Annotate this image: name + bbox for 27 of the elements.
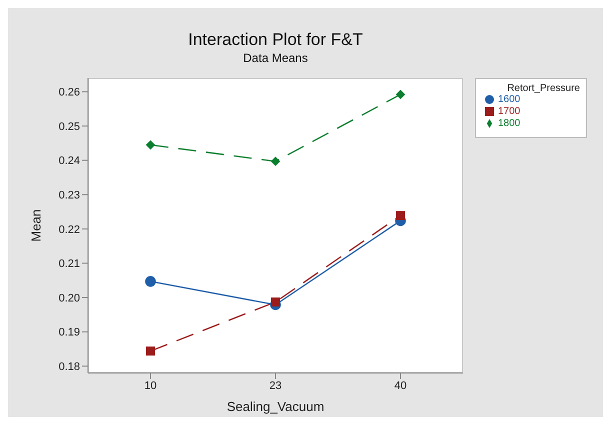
y-tick-label: 0.24 (58, 155, 80, 168)
x-tick-label: 40 (394, 380, 407, 392)
chart-subtitle: Data Means (242, 51, 309, 65)
legend-label: 1800 (498, 118, 520, 129)
point (146, 140, 156, 150)
y-tick-label: 0.23 (58, 190, 80, 202)
y-tick-label: 0.21 (58, 258, 80, 270)
y-tick-label: 0.18 (58, 361, 80, 374)
y-axis-title: Mean (28, 209, 44, 242)
y-tick-label: 0.25 (58, 120, 80, 133)
x-tick-label: 10 (144, 380, 157, 392)
chart-title: Interaction Plot for F&T (187, 30, 364, 50)
point (145, 276, 156, 287)
y-tick-label: 0.19 (58, 326, 80, 339)
y-tick-label: 0.26 (58, 86, 80, 99)
legend-title: Retort_Pressure (506, 83, 580, 94)
point (270, 156, 280, 166)
x-axis-title: Sealing_Vacuum (226, 399, 324, 414)
x-tick-label: 23 (269, 380, 282, 392)
y-tick-label: 0.22 (58, 224, 80, 236)
legend-label: 1600 (498, 94, 520, 105)
point (396, 90, 406, 100)
point (271, 297, 280, 306)
legend-label: 1700 (498, 106, 520, 117)
point (146, 346, 155, 356)
point (396, 211, 405, 220)
y-tick-label: 0.20 (58, 292, 80, 304)
